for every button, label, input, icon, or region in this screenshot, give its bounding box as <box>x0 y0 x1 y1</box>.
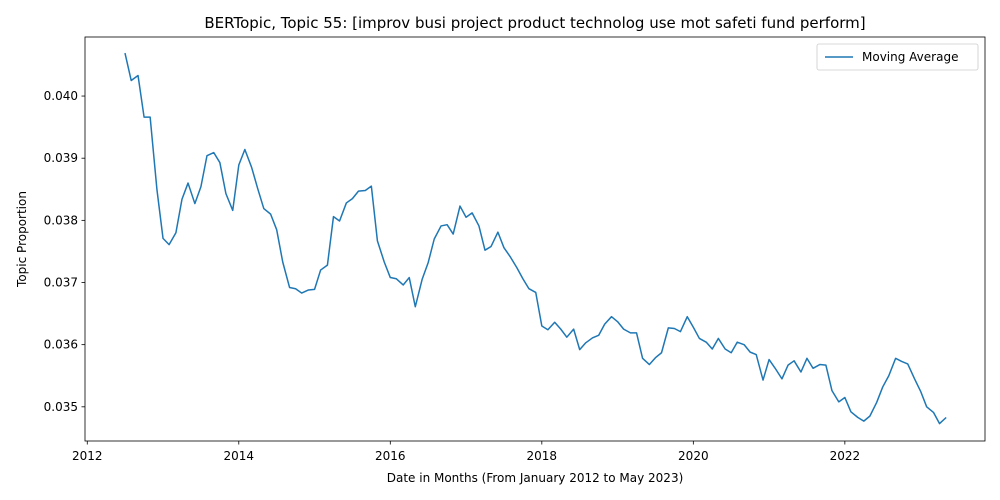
chart-title: BERTopic, Topic 55: [improv busi project… <box>204 14 865 32</box>
x-tick-label: 2020 <box>678 449 709 463</box>
legend-box <box>816 43 979 71</box>
plot-area <box>85 37 985 441</box>
y-axis-label: Topic Proportion <box>15 191 29 288</box>
plot-frame <box>84 36 986 442</box>
x-axis: 2012 2014 2016 2018 2020 2022 <box>72 441 860 463</box>
legend-entry-moving-average: Moving Average <box>862 50 958 64</box>
y-tick-label: 0.036 <box>44 338 78 352</box>
y-tick-label: 0.038 <box>44 213 78 227</box>
series-line-moving-average <box>124 52 947 425</box>
x-tick-label: 2012 <box>72 449 103 463</box>
x-tick-label: 2018 <box>527 449 558 463</box>
y-tick-label: 0.039 <box>44 151 78 165</box>
x-tick-label: 2022 <box>830 449 861 463</box>
y-tick-label: 0.040 <box>44 89 78 103</box>
y-tick-label: 0.037 <box>44 276 78 290</box>
x-tick-label: 2016 <box>375 449 406 463</box>
y-tick-label: 0.035 <box>44 400 78 414</box>
x-tick-label: 2014 <box>224 449 255 463</box>
legend: Moving Average <box>816 43 979 71</box>
x-axis-label: Date in Months (From January 2012 to May… <box>387 471 684 485</box>
y-axis: 0.035 0.036 0.037 0.038 0.039 0.040 <box>44 89 85 414</box>
